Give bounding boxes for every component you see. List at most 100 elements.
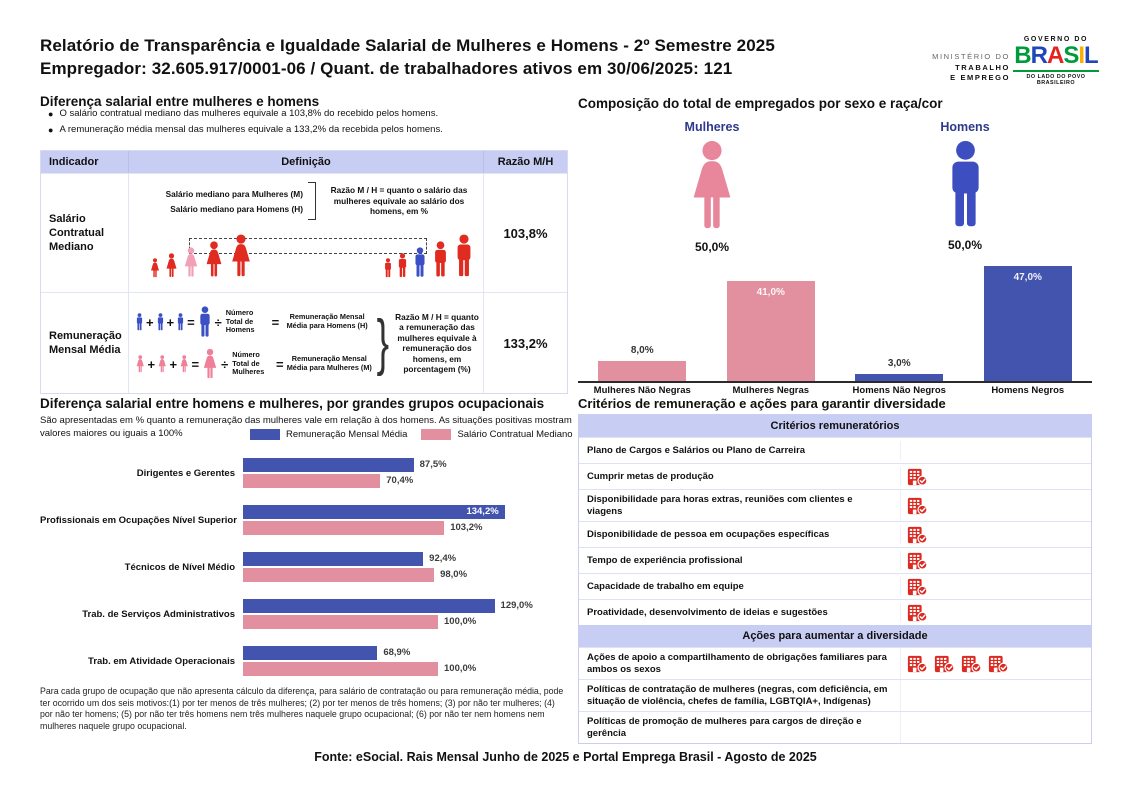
median-dashed-connector bbox=[189, 238, 427, 254]
comp-category-label: Mulheres Não Negras bbox=[593, 385, 691, 396]
page-title-line1: Relatório de Transparência e Igualdade S… bbox=[40, 36, 775, 55]
col-header-razao: Razão M/H bbox=[497, 156, 554, 168]
criteria-section-header: Ações para aumentar a diversidade bbox=[579, 625, 1091, 647]
criteria-label: Tempo de experiência profissional bbox=[579, 550, 901, 571]
occ-group: Profissionais em Ocupações Nível Superio… bbox=[40, 497, 568, 544]
salary-diff-heading: Diferença salarial entre mulheres e home… bbox=[40, 94, 320, 109]
man-icon bbox=[135, 313, 144, 331]
woman-icon bbox=[203, 241, 225, 278]
table-row-remuneracao-media: Remuneração Mensal Média + + = ÷ Número Tota… bbox=[41, 292, 567, 393]
criteria-label: Cumprir metas de produção bbox=[579, 466, 901, 487]
criteria-icons bbox=[901, 604, 1091, 622]
result-label: Remuneração Mensal Média para Mulheres (… bbox=[286, 354, 372, 372]
brasil-wordmark: BRASIL bbox=[1013, 43, 1099, 69]
chart-legend: Remuneração Mensal Média Salário Contrat… bbox=[250, 429, 573, 440]
bar-value-label: 87,5% bbox=[419, 459, 447, 470]
criteria-row: Plano de Cargos e Salários ou Plano de C… bbox=[579, 437, 1091, 463]
criteria-row: Capacidade de trabalho em equipe bbox=[579, 573, 1091, 599]
brasil-letter: S bbox=[1063, 42, 1079, 69]
criteria-label: Proatividade, desenvolvimento de ideias … bbox=[579, 602, 901, 623]
bullet-item: ● O salário contratual mediano das mulher… bbox=[48, 106, 568, 122]
criteria-label: Capacidade de trabalho em equipe bbox=[579, 576, 901, 597]
result-label: Remuneração Mensal Média para Homens (H) bbox=[286, 312, 368, 330]
bar-mulheres bbox=[598, 361, 687, 381]
occ-category-label: Técnicos de Nível Médio bbox=[124, 562, 235, 573]
company-check-icon bbox=[988, 655, 1009, 673]
company-check-icon bbox=[961, 655, 982, 673]
governo-do-brasil-logo: GOVERNO DO BRASIL DO LADO DO POVO BRASIL… bbox=[1013, 36, 1099, 86]
indicator-table-header: Indicador Definição Razão M/H bbox=[41, 151, 567, 173]
comp-slot: 3,0% bbox=[835, 264, 964, 381]
woman-icon bbox=[201, 348, 219, 380]
ratio-definition-note: Razão M / H = quanto o salário das mulhe… bbox=[330, 185, 468, 217]
gov-logo-top-text: GOVERNO DO bbox=[1023, 36, 1089, 43]
col-header-definicao: Definição bbox=[129, 151, 484, 173]
criteria-icons bbox=[901, 468, 1091, 486]
composition-bar-chart: 8,0% 41,0% 3,0% 47,0% bbox=[578, 264, 1092, 383]
indicator-table: Indicador Definição Razão M/H Salário Co… bbox=[40, 150, 568, 394]
comp-category-label: Mulheres Negras bbox=[732, 385, 810, 396]
bullet-item: ● A remuneração média mensal das mulheres… bbox=[48, 122, 568, 138]
criteria-label: Políticas de contratação de mulheres (ne… bbox=[579, 680, 901, 711]
divisor-label: Número Total de Mulheres bbox=[232, 350, 265, 377]
legend-label: Salário Contratual Mediano bbox=[457, 429, 573, 440]
woman-icon bbox=[179, 355, 189, 373]
man-icon bbox=[156, 313, 165, 331]
woman-icon bbox=[164, 253, 179, 278]
women-average-equation: + + = ÷ Número Total de Mulheres = Remuneração… bbox=[135, 343, 373, 385]
bullet-dot-icon: ● bbox=[48, 109, 54, 119]
criteria-table: Critérios remuneratórios Plano de Cargos … bbox=[578, 414, 1092, 744]
brasil-letter: R bbox=[1030, 42, 1048, 69]
occ-group: Trab. em Atividade Operacionais 68,9% 100,… bbox=[40, 638, 568, 685]
criteria-row: Tempo de experiência profissional bbox=[579, 547, 1091, 573]
company-check-icon bbox=[907, 526, 928, 544]
ministry-logo: MINISTÉRIO DO TRABALHO E EMPREGO bbox=[880, 52, 1010, 84]
bar-remuneracao-media bbox=[243, 646, 378, 660]
legend-item-salario: Salário Contratual Mediano bbox=[421, 429, 573, 440]
criteria-row: Proatividade, desenvolvimento de ideias … bbox=[579, 599, 1091, 625]
company-check-icon bbox=[907, 552, 928, 570]
comp-slot: 41,0% bbox=[707, 264, 836, 381]
bar-remuneracao-media bbox=[243, 505, 505, 519]
bar-homens bbox=[983, 266, 1072, 381]
women-figures-group bbox=[149, 234, 254, 278]
man-icon bbox=[412, 247, 428, 278]
women-percentage: 50,0% bbox=[694, 240, 730, 254]
page-title: Relatório de Transparência e Igualdade S… bbox=[40, 34, 775, 80]
brace-shape: } bbox=[376, 307, 390, 377]
occ-group: Dirigentes e Gerentes 87,5% 70,4% bbox=[40, 450, 568, 497]
men-percentage: 50,0% bbox=[947, 238, 983, 252]
man-icon bbox=[197, 306, 213, 338]
ratio-value: 133,2% bbox=[503, 335, 548, 351]
bar-value-label: 100,0% bbox=[444, 663, 477, 674]
criteria-label: Plano de Cargos e Salários ou Plano de C… bbox=[579, 440, 901, 461]
ratio-value: 103,8% bbox=[503, 225, 548, 241]
occupational-footnote: Para cada grupo de ocupação que não apre… bbox=[40, 686, 564, 731]
comp-slot: 8,0% bbox=[578, 264, 707, 381]
gov-logo-bottom-text: DO LADO DO POVO BRASILEIRO bbox=[1013, 70, 1099, 86]
definition-cell: Salário mediano para Mulheres (M) Salári… bbox=[129, 174, 484, 292]
company-check-icon bbox=[907, 497, 928, 515]
bar-value-label: 98,0% bbox=[440, 569, 468, 580]
legend-item-remuneracao: Remuneração Mensal Média bbox=[250, 429, 407, 440]
company-check-icon bbox=[907, 468, 928, 486]
bar-mulheres bbox=[726, 280, 815, 381]
bar-salario-mediano bbox=[243, 521, 445, 535]
criteria-icons bbox=[901, 497, 1091, 515]
occupational-subtitle: São apresentadas em % quanto a remuneraç… bbox=[40, 415, 572, 439]
criteria-icons bbox=[901, 552, 1091, 570]
woman-icon bbox=[149, 258, 161, 278]
man-icon bbox=[943, 140, 988, 230]
comp-slot: 47,0% bbox=[964, 264, 1093, 381]
bar-value-label: 103,2% bbox=[450, 522, 483, 533]
occ-category-label: Dirigentes e Gerentes bbox=[136, 468, 235, 479]
man-icon bbox=[383, 258, 393, 278]
ratio-definition-note: Razão M / H = quanto a remuneração das m… bbox=[395, 311, 479, 375]
criteria-row: Ações de apoio a compartilhamento de obr… bbox=[579, 647, 1091, 679]
table-row-salario-mediano: Salário Contratual Mediano Salário media… bbox=[41, 173, 567, 292]
criteria-icons bbox=[901, 526, 1091, 544]
woman-icon bbox=[182, 247, 200, 278]
woman-icon bbox=[157, 355, 167, 373]
bullet-text: O salário contratual mediano das mulhere… bbox=[59, 108, 439, 119]
